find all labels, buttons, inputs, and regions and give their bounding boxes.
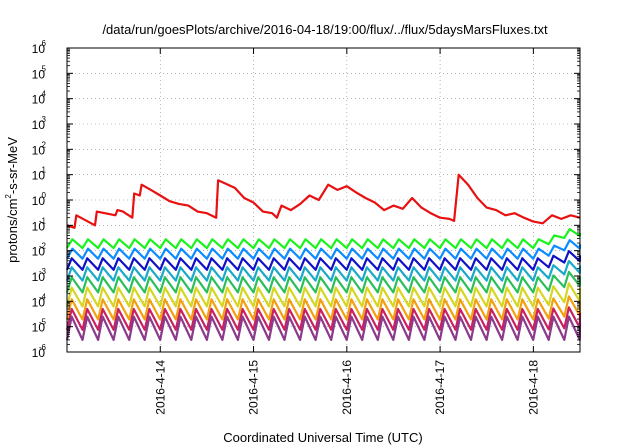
y-tick-exponent: -2 bbox=[39, 242, 47, 251]
x-tick-label: 2016-4-14 bbox=[153, 360, 167, 415]
x-tick-label: 2016-4-16 bbox=[340, 360, 354, 415]
x-axis-ticks: 2016-4-14 2016-4-15 2016-4-16 2016-4-17 2016… bbox=[153, 48, 540, 415]
y-axis-ticks: 10-610-510-410-310-210-11001011021031041… bbox=[32, 39, 580, 360]
series-layer bbox=[65, 173, 582, 341]
series-line-2 bbox=[66, 239, 582, 260]
y-tick-label: 105 bbox=[32, 64, 47, 81]
series-line-7 bbox=[65, 295, 582, 321]
y-tick-exponent: 4 bbox=[42, 90, 47, 99]
y-tick-exponent: 6 bbox=[42, 39, 47, 48]
y-tick-label: 10-4 bbox=[32, 292, 47, 309]
y-tick-exponent: -1 bbox=[39, 216, 47, 225]
series-line-4 bbox=[65, 259, 582, 282]
y-tick-label: 106 bbox=[32, 39, 47, 56]
y-tick-exponent: -5 bbox=[39, 318, 47, 327]
y-tick-exponent: -4 bbox=[39, 292, 47, 301]
series-line-9 bbox=[65, 315, 582, 341]
y-tick-label: 102 bbox=[32, 140, 47, 157]
y-axis-label-base: protons/cm bbox=[5, 199, 20, 263]
y-axis-label: protons/cm2-s-sr-MeV bbox=[4, 137, 20, 263]
series-line-3 bbox=[65, 250, 582, 271]
y-tick-label: 101 bbox=[32, 166, 47, 183]
series-line-8 bbox=[65, 306, 582, 331]
series-line-0 bbox=[66, 173, 581, 229]
y-tick-exponent: 0 bbox=[42, 191, 47, 200]
y-tick-label: 10-2 bbox=[32, 242, 47, 259]
series-line-5 bbox=[65, 270, 582, 294]
y-tick-label: 10-3 bbox=[32, 267, 47, 284]
y-tick-exponent: 3 bbox=[42, 115, 47, 124]
x-axis-label: Coordinated Universal Time (UTC) bbox=[223, 430, 422, 445]
y-tick-exponent: -6 bbox=[39, 343, 47, 352]
y-tick-exponent: -3 bbox=[39, 267, 47, 276]
y-tick-label: 100 bbox=[32, 191, 47, 208]
y-tick-exponent: 2 bbox=[42, 140, 47, 149]
series-line-6 bbox=[65, 282, 582, 308]
y-tick-label: 104 bbox=[32, 90, 47, 107]
y-tick-label: 10-1 bbox=[32, 216, 47, 233]
y-axis-label-rest: -s-sr-MeV bbox=[5, 137, 20, 194]
y-tick-label: 10-5 bbox=[32, 318, 47, 335]
series-line-1 bbox=[66, 228, 582, 250]
x-tick-label: 2016-4-17 bbox=[433, 360, 447, 415]
y-tick-exponent: 1 bbox=[42, 166, 47, 175]
y-tick-label: 103 bbox=[32, 115, 47, 132]
x-tick-label: 2016-4-18 bbox=[526, 360, 540, 415]
chart-title: /data/run/goesPlots/archive/2016-04-18/1… bbox=[102, 22, 548, 37]
y-tick-exponent: 5 bbox=[42, 64, 47, 73]
y-tick-label: 10-6 bbox=[32, 343, 47, 360]
x-tick-label: 2016-4-15 bbox=[247, 360, 261, 415]
y-axis-label-sup: 2 bbox=[4, 194, 13, 199]
